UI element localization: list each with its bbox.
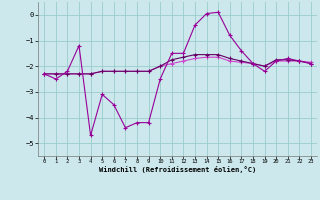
- X-axis label: Windchill (Refroidissement éolien,°C): Windchill (Refroidissement éolien,°C): [99, 166, 256, 173]
